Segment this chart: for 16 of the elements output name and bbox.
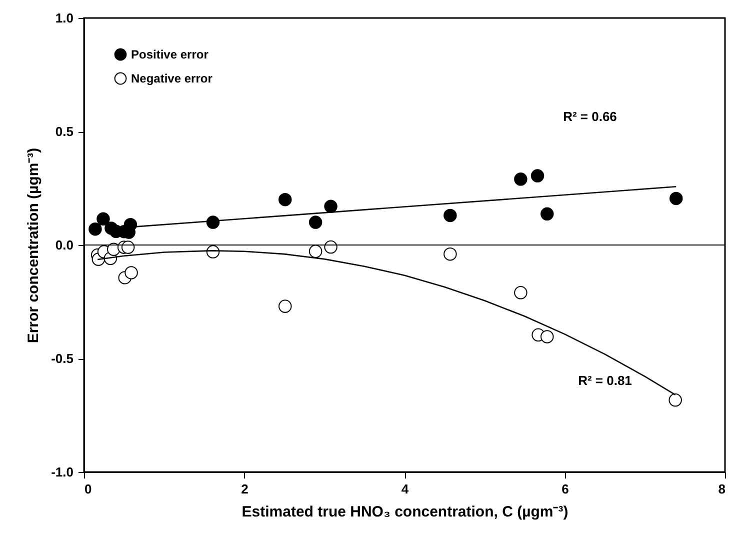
x-tick-label: 8 [718, 482, 726, 496]
y-tick-label: 1.0 [55, 10, 74, 26]
y-tick-label: 0.5 [55, 124, 74, 139]
x-tick-label: 4 [401, 482, 410, 496]
x-tick-label: 2 [241, 482, 248, 496]
annotation: R² = 0.81 [578, 373, 632, 388]
legend-label: Positive error [131, 48, 209, 62]
y-tick-label: 0.0 [55, 238, 74, 252]
x-tick-label: 0 [84, 482, 92, 496]
y-tick-label: -1.0 [51, 464, 74, 480]
x-tick-label: 6 [562, 482, 569, 496]
y-axis-title: Error concentration (µgm⁻³) [25, 148, 42, 344]
x-axis-title: Estimated true HNO₃ concentration, C (µgm⁻³) [242, 504, 568, 520]
y-tick-label: -0.5 [51, 351, 74, 366]
annotation: R² = 0.66 [563, 109, 617, 124]
legend-label: Negative error [131, 72, 213, 86]
